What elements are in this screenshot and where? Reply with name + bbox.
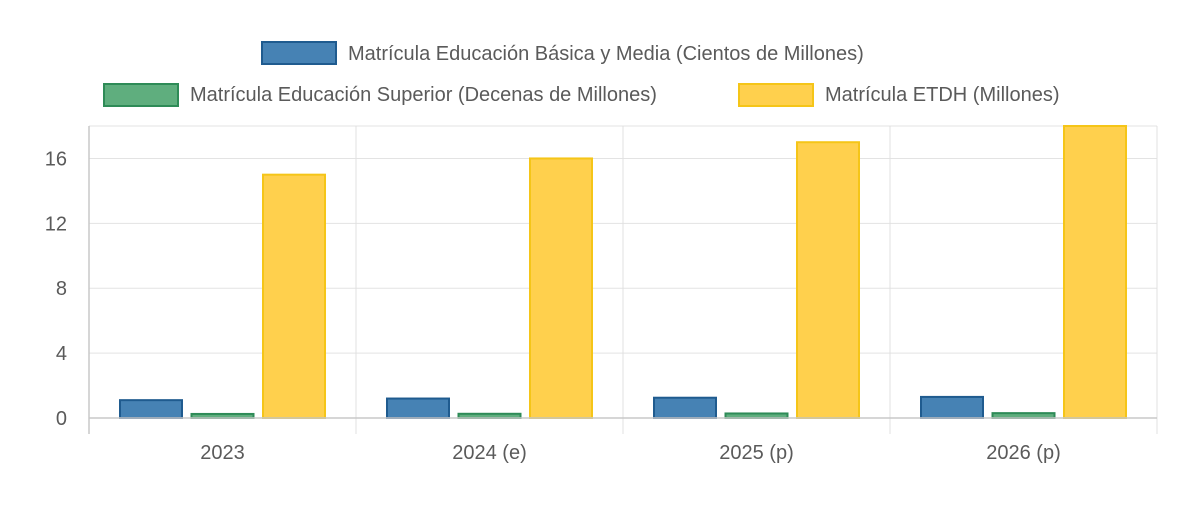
bar-series-2-cat-1 [529, 157, 593, 419]
bar-series-2-cat-3 [1063, 125, 1127, 419]
y-tick-label: 0 [56, 408, 67, 430]
legend-label-basica-media[interactable]: Matrícula Educación Básica y Media (Cien… [348, 43, 864, 65]
axes: 0 4 8 12 16 2023 2024 (e) 2025 (p) 2026 (p) [45, 126, 1157, 464]
x-tick-label: 2024 (e) [452, 442, 527, 464]
y-tick-label: 16 [45, 148, 67, 170]
y-tick-label: 12 [45, 213, 67, 235]
legend-swatch-basica-media[interactable] [261, 41, 337, 65]
x-tick-label: 2025 (p) [719, 442, 794, 464]
grid-lines [88, 125, 1158, 434]
bar-series-2-cat-0 [262, 173, 326, 419]
legend-swatch-superior[interactable] [103, 83, 179, 107]
legend-swatch-etdh[interactable] [738, 83, 814, 107]
legend-label-etdh[interactable]: Matrícula ETDH (Millones) [825, 84, 1059, 106]
bar-series-0-cat-1 [386, 397, 450, 419]
x-tick-label: 2026 (p) [986, 442, 1061, 464]
y-tick-label: 8 [56, 278, 67, 300]
y-tick-label: 4 [56, 343, 67, 365]
bar-series-0-cat-2 [653, 396, 717, 420]
bar-series-0-cat-3 [920, 395, 984, 419]
x-tick-label: 2023 [200, 442, 245, 464]
bar-series-2-cat-2 [796, 141, 860, 419]
bar-series-0-cat-0 [119, 399, 183, 419]
legend[interactable]: Matrícula Educación Básica y Media (Cien… [103, 41, 1059, 107]
legend-label-superior[interactable]: Matrícula Educación Superior (Decenas de… [190, 84, 657, 106]
